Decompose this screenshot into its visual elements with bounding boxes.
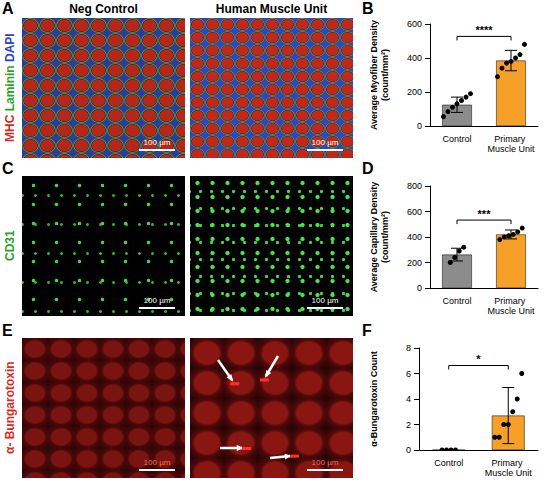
svg-text:0: 0 [406, 445, 411, 455]
html-text:100 µm: 100 µm [311, 296, 339, 305]
svg-text:Muscle Unit: Muscle Unit [487, 144, 535, 154]
svg-text:8: 8 [406, 343, 411, 353]
html-text:MHC: MHC [3, 115, 17, 143]
html-text:C: C [2, 160, 14, 177]
svg-text:6: 6 [406, 369, 411, 379]
html-text:100 µm: 100 µm [143, 458, 171, 467]
svg-text:Muscle Unit: Muscle Unit [485, 468, 533, 478]
svg-text:4: 4 [406, 394, 411, 404]
html-text:100 µm: 100 µm [311, 138, 339, 147]
svg-text:400: 400 [407, 53, 422, 63]
html-text:B: B [362, 0, 374, 17]
svg-text:Control: Control [442, 296, 471, 306]
svg-text:Control: Control [434, 458, 463, 468]
svg-text:Average Myofiber Density: Average Myofiber Density [369, 20, 379, 130]
svg-text:200: 200 [407, 87, 422, 97]
svg-text:***: *** [478, 208, 492, 220]
svg-text:****: **** [475, 24, 493, 36]
svg-text:(count/mm²): (count/mm²) [380, 211, 390, 263]
html-text:Neg Control: Neg Control [69, 2, 138, 16]
svg-text:Primary: Primary [494, 134, 528, 144]
html-text:E: E [2, 322, 13, 339]
html-text:100 µm: 100 µm [311, 458, 339, 467]
svg-text:(count/mm²): (count/mm²) [380, 49, 390, 101]
svg-text:600: 600 [407, 19, 422, 29]
html-text:D: D [362, 160, 374, 177]
html-text:Human Muscle Unit: Human Muscle Unit [215, 2, 328, 16]
html-text:100 µm: 100 µm [143, 138, 171, 147]
html-text:Laminin: Laminin [3, 65, 17, 115]
svg-text:200: 200 [407, 258, 422, 268]
html-text:100 µm: 100 µm [143, 296, 171, 305]
svg-text:*: * [476, 353, 481, 365]
svg-text:400: 400 [407, 232, 422, 242]
svg-text:Muscle Unit: Muscle Unit [487, 306, 535, 316]
svg-text:800: 800 [407, 181, 422, 191]
svg-text:0: 0 [417, 121, 422, 131]
svg-text:2: 2 [406, 420, 411, 430]
svg-text:α-Bungarotoxin Count: α-Bungarotoxin Count [369, 351, 379, 447]
html-text:F: F [362, 322, 372, 339]
svg-text:Average Capillary Density: Average Capillary Density [369, 182, 379, 293]
svg-text:Primary: Primary [494, 296, 528, 306]
html-text:α- Bungarotoxin: α- Bungarotoxin [3, 361, 17, 455]
html-text:CD31: CD31 [3, 230, 17, 262]
html-text:A: A [2, 0, 14, 17]
svg-text:600: 600 [407, 207, 422, 217]
svg-text:Primary: Primary [492, 458, 526, 468]
html-text:DAPI: DAPI [3, 33, 17, 66]
svg-text:Control: Control [442, 134, 471, 144]
svg-text:0: 0 [417, 283, 422, 293]
